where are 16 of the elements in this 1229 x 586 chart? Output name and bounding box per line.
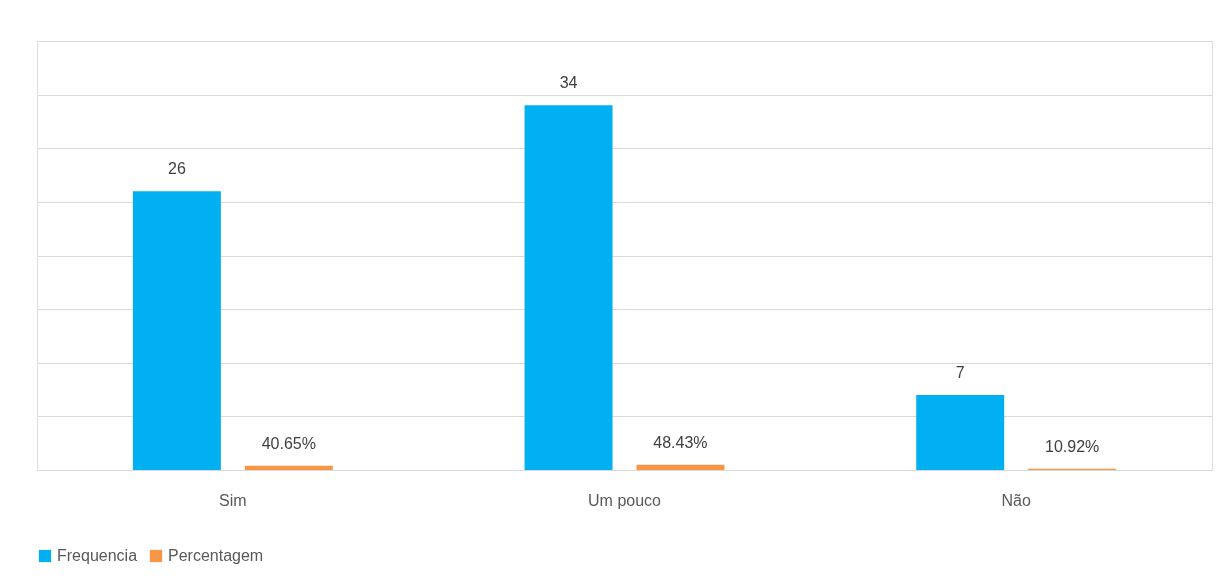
data-label: 10.92% xyxy=(1044,437,1100,455)
bar xyxy=(244,465,333,470)
legend-label: Frequencia xyxy=(57,547,138,564)
bar xyxy=(132,191,221,470)
x-tick-label: Um pouco xyxy=(588,491,662,509)
data-label: 34 xyxy=(559,74,578,92)
bar xyxy=(524,105,613,470)
data-label: 40.65% xyxy=(261,434,316,452)
data-label: 26 xyxy=(167,160,186,178)
bar xyxy=(636,464,725,470)
legend-label: Percentagem xyxy=(168,547,264,564)
data-label: 48.43% xyxy=(653,433,708,451)
x-tick-label: Sim xyxy=(219,491,247,509)
x-tick-label: Não xyxy=(1001,491,1031,509)
bar xyxy=(916,394,1005,470)
data-label: 7 xyxy=(955,363,965,381)
